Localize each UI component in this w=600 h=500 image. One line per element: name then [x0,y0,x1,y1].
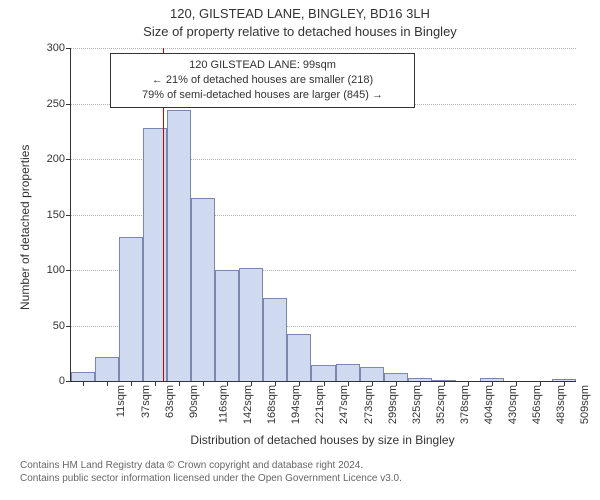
x-tick-label: 168sqm [266,385,278,424]
y-tick-label: 0 [59,375,71,387]
histogram-bar [287,334,311,381]
y-axis-label: Number of detached properties [18,144,32,309]
x-tick-mark [155,381,156,386]
x-tick-label: 116sqm [218,385,230,423]
x-tick-mark [420,381,421,386]
x-tick-label: 194sqm [290,385,302,424]
x-tick-mark [468,381,469,386]
x-tick-label: 430sqm [507,385,519,424]
x-tick-label: 142sqm [242,385,254,424]
x-tick-label: 456sqm [531,385,543,424]
x-tick-label: 299sqm [387,385,399,424]
footer-attribution: Contains HM Land Registry data © Crown c… [0,459,600,485]
x-tick-mark [492,381,493,386]
x-tick-mark [516,381,517,386]
y-tick-label: 100 [47,264,71,276]
x-tick-mark [179,381,180,386]
histogram-bar [384,373,408,381]
footer-line-2: Contains public sector information licen… [20,472,600,485]
histogram-bar [191,198,215,381]
x-tick-label: 247sqm [339,385,351,424]
histogram-bar [167,110,191,381]
histogram-bar [71,372,95,381]
x-tick-label: 11sqm [115,385,127,417]
x-tick-mark [227,381,228,386]
x-tick-label: 90sqm [188,385,200,418]
histogram-bar [311,365,335,381]
x-tick-label: 352sqm [435,385,447,424]
x-tick-label: 378sqm [459,385,471,424]
y-tick-label: 250 [47,98,71,110]
chart-title-main: 120, GILSTEAD LANE, BINGLEY, BD16 3LH [0,6,600,21]
x-tick-mark [83,381,84,386]
x-tick-label: 483sqm [555,385,567,424]
x-tick-label: 273sqm [363,385,375,424]
x-tick-mark [540,381,541,386]
x-tick-label: 37sqm [140,385,152,418]
histogram-bar [360,367,384,381]
x-tick-label: 325sqm [411,385,423,424]
footer-line-1: Contains HM Land Registry data © Crown c… [20,459,600,472]
annotation-line-1: 120 GILSTEAD LANE: 99sqm [119,58,406,73]
annotation-line-3: 79% of semi-detached houses are larger (… [119,88,406,103]
y-tick-label: 300 [47,42,71,54]
chart-title-sub: Size of property relative to detached ho… [0,24,600,39]
x-tick-mark [372,381,373,386]
x-tick-mark [203,381,204,386]
chart-container: 120, GILSTEAD LANE, BINGLEY, BD16 3LH Si… [0,0,600,500]
x-tick-label: 509sqm [579,385,591,424]
x-tick-mark [251,381,252,386]
histogram-bar [336,364,360,381]
y-tick-label: 50 [53,320,71,332]
histogram-bar [119,237,143,381]
histogram-bar [95,357,119,381]
histogram-bar [239,268,263,381]
y-tick-label: 150 [47,209,71,221]
histogram-bar [263,298,287,381]
histogram-bar [215,270,239,381]
x-tick-label: 404sqm [483,385,495,424]
x-axis-label: Distribution of detached houses by size … [70,433,575,447]
y-tick-label: 200 [47,153,71,165]
x-tick-mark [275,381,276,386]
x-tick-mark [131,381,132,386]
x-tick-mark [299,381,300,386]
annotation-box: 120 GILSTEAD LANE: 99sqm ← 21% of detach… [110,53,415,108]
x-tick-mark [444,381,445,386]
x-tick-label: 63sqm [164,385,176,418]
x-tick-label: 221sqm [315,385,327,424]
x-tick-mark [348,381,349,386]
x-tick-mark [324,381,325,386]
grid-line [71,48,576,49]
x-tick-mark [564,381,565,386]
x-tick-mark [396,381,397,386]
x-tick-mark [107,381,108,386]
annotation-line-2: ← 21% of detached houses are smaller (21… [119,73,406,88]
